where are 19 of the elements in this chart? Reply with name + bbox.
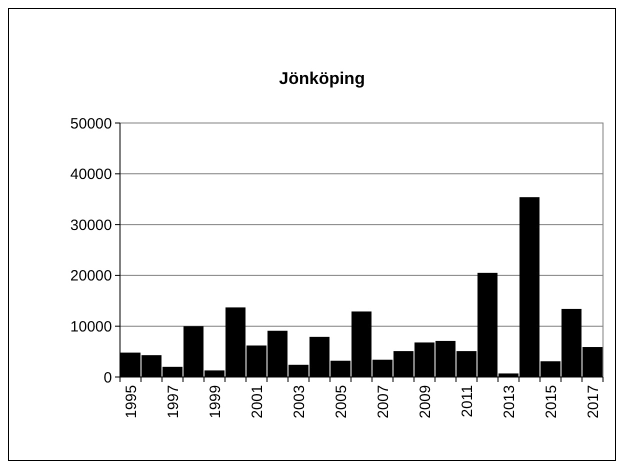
x-tick-label: 1995	[122, 385, 140, 418]
x-tick-label: 2005	[332, 385, 350, 418]
x-tick-label: 2013	[500, 385, 518, 418]
x-tick-label: 2003	[290, 385, 308, 418]
x-tick-label: 2007	[374, 385, 392, 418]
y-tick-label: 20000	[70, 268, 112, 285]
y-tick-label: 10000	[70, 318, 112, 336]
y-tick-label: 40000	[70, 166, 112, 184]
x-tick-label: 2001	[248, 385, 266, 418]
x-tick-label: 1997	[164, 385, 182, 418]
x-tick-label: 2011	[458, 385, 476, 418]
x-tick-label: 2009	[416, 385, 434, 418]
x-tick-label: 2017	[584, 385, 602, 418]
y-tick-label: 30000	[70, 216, 112, 234]
y-tick-label: 0	[104, 369, 112, 386]
x-tick-label: 2015	[542, 385, 560, 418]
y-tick-label: 50000	[70, 115, 112, 132]
chart-title: Jönköping	[279, 69, 365, 88]
x-tick-label: 1999	[206, 385, 224, 418]
